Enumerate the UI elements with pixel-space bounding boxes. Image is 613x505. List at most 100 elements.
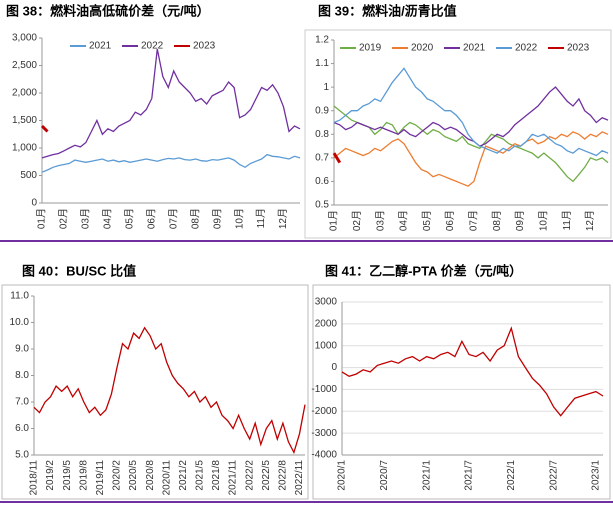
x-tick-label: 06月	[444, 210, 456, 231]
legend-label: 2019	[359, 43, 382, 54]
x-tick-label: 03月	[80, 208, 92, 229]
x-tick-label: 03月	[374, 210, 386, 231]
x-tick-label: 07月	[468, 210, 480, 231]
x-tick-label: 2022/1	[506, 460, 517, 491]
x-tick-label: 02月	[58, 208, 70, 229]
x-tick-label: 2020/1	[337, 460, 348, 491]
x-tick-label: 12月	[277, 208, 289, 229]
y-tick-label: -2000	[311, 406, 337, 417]
x-tick-label: 01月	[36, 208, 48, 229]
y-tick-label: 7.0	[15, 397, 29, 408]
x-tick-label: 09月	[211, 208, 223, 229]
x-tick-label: 2021/11	[228, 460, 239, 496]
x-tick-label: 2018/11	[29, 460, 40, 496]
series-line	[40, 124, 49, 133]
y-tick-label: 1.1	[315, 58, 329, 69]
y-tick-label: 2,000	[12, 88, 37, 99]
x-tick-label: 2022/5	[261, 460, 272, 491]
legend-label: 2023	[567, 43, 590, 54]
y-tick-label: 2000	[315, 318, 338, 329]
chart-title: 图 40：BU/SC 比值	[22, 263, 136, 278]
series-line	[333, 131, 609, 187]
series-line	[41, 153, 301, 173]
y-tick-label: 0.7	[315, 152, 329, 163]
y-tick-label: 2,500	[12, 60, 37, 71]
x-tick-label: 2019/5	[62, 460, 73, 491]
x-tick-label: 04月	[102, 208, 114, 229]
x-tick-label: 11月	[561, 210, 573, 230]
y-tick-label: 6.0	[15, 423, 29, 434]
series-line	[333, 105, 609, 183]
x-tick-label: 05月	[421, 210, 433, 231]
y-tick-label: 1	[323, 82, 329, 93]
x-tick-label: 2020/2	[112, 460, 123, 491]
y-tick-label: 0.9	[315, 105, 329, 116]
x-tick-label: 01月	[328, 210, 340, 231]
x-tick-label: 08月	[189, 208, 201, 229]
series-line	[41, 48, 301, 159]
legend-label: 2021	[463, 43, 486, 54]
x-tick-label: 2019/8	[78, 460, 89, 491]
y-tick-label: 10.0	[10, 317, 30, 328]
x-tick-label: 05月	[123, 208, 135, 229]
y-tick-label: -4000	[311, 450, 337, 461]
x-tick-label: 2021/7	[464, 460, 475, 491]
y-tick-label: 1.2	[315, 35, 329, 46]
y-tick-label: 5.0	[15, 450, 29, 461]
chart-title: 图 41：乙二醇-PTA 价差（元/吨）	[325, 263, 522, 278]
x-tick-label: 2022/11	[294, 460, 305, 496]
x-tick-label: 2023/1	[591, 460, 602, 491]
y-tick-label: 1,000	[12, 143, 37, 154]
chart-frame	[312, 284, 611, 500]
x-tick-label: 10月	[233, 208, 245, 229]
y-tick-label: 1000	[315, 340, 338, 351]
x-tick-label: 11月	[255, 208, 267, 228]
legend-label: 2022	[515, 43, 538, 54]
x-tick-label: 02月	[351, 210, 363, 231]
x-tick-label: 08月	[491, 210, 503, 231]
x-tick-label: 06月	[145, 208, 157, 229]
x-tick-label: 2020/11	[161, 460, 172, 496]
legend-label: 2022	[141, 41, 164, 52]
y-tick-label: -3000	[311, 428, 337, 439]
y-tick-label: 500	[20, 170, 37, 181]
chart-frame	[1, 284, 309, 500]
y-tick-label: 0	[331, 362, 337, 373]
series-line	[333, 67, 609, 157]
x-tick-label: 2020/8	[145, 460, 156, 491]
y-tick-label: 9.0	[15, 344, 29, 355]
y-tick-label: 0.6	[315, 176, 329, 187]
x-tick-label: 2021/5	[195, 460, 206, 491]
series-line	[341, 326, 604, 417]
y-tick-label: 8.0	[15, 370, 29, 381]
x-tick-label: 2021/1	[421, 460, 432, 491]
x-tick-label: 2020/5	[128, 460, 139, 491]
legend-label: 2021	[89, 41, 112, 52]
y-tick-label: 3,000	[12, 33, 37, 44]
y-tick-label: 3000	[315, 297, 338, 308]
x-tick-label: 04月	[398, 210, 410, 231]
chart-title: 图 39：燃料油/沥青比值	[318, 3, 457, 18]
y-tick-label: 11.0	[10, 291, 29, 302]
x-tick-label: 2022/2	[244, 460, 255, 491]
chart-title: 图 38：燃料油高低硫价差（元/吨）	[6, 3, 210, 18]
y-tick-label: 0.5	[315, 200, 329, 211]
x-tick-label: 2021/8	[211, 460, 222, 491]
x-tick-label: 2022/8	[278, 460, 289, 491]
x-tick-label: 09月	[514, 210, 526, 231]
x-tick-label: 2019/2	[45, 460, 56, 491]
series-line	[333, 86, 609, 147]
chart-frame	[304, 29, 612, 239]
x-tick-label: 2020/7	[379, 460, 390, 491]
y-tick-label: 0	[31, 198, 37, 209]
legend-label: 2020	[411, 43, 434, 54]
x-tick-label: 2021/2	[178, 460, 189, 491]
series-line	[332, 152, 342, 164]
x-tick-label: 2019/11	[95, 460, 106, 496]
legend-label: 2023	[193, 41, 216, 52]
x-tick-label: 12月	[584, 210, 596, 231]
y-tick-label: 0.8	[315, 129, 329, 140]
x-tick-label: 07月	[167, 208, 179, 229]
y-tick-label: -1000	[311, 384, 337, 395]
